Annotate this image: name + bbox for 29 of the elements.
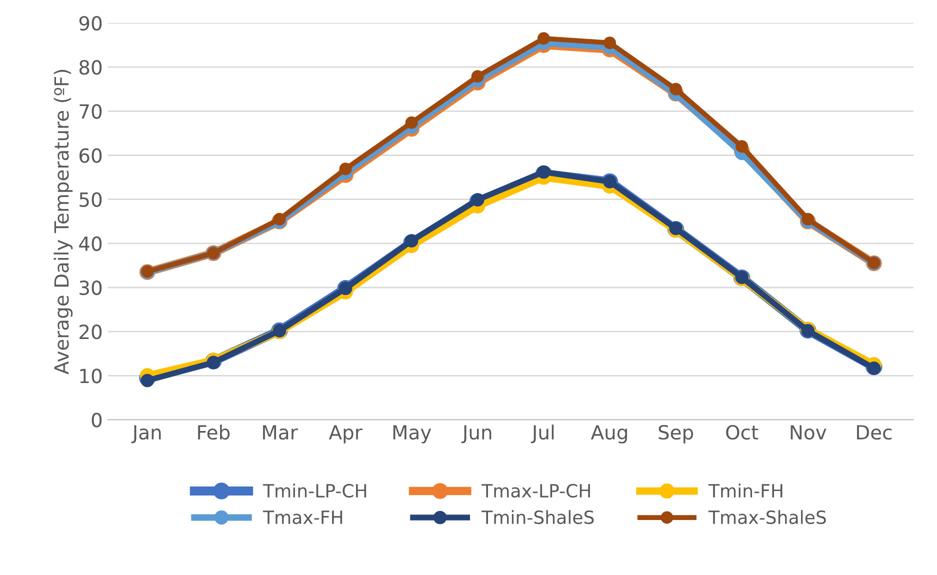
y-tick-label: 10 bbox=[80, 368, 102, 384]
x-tick-label: Dec bbox=[857, 425, 892, 440]
y-tick-label: 0 bbox=[92, 412, 102, 428]
x-tick-label: May bbox=[393, 425, 432, 444]
x-tick-label: Oct bbox=[726, 424, 758, 440]
x-tick-label: Sep bbox=[658, 424, 694, 444]
y-tick-label: 20 bbox=[80, 324, 102, 340]
legend-label: Tmin-FH bbox=[708, 484, 782, 498]
x-tick-label: Aug bbox=[590, 425, 627, 444]
x-tick-label: Jul bbox=[530, 424, 554, 444]
y-axis-title: Average Daily Temperature (ºF) bbox=[54, 70, 73, 374]
x-tick-label: Feb bbox=[198, 424, 230, 440]
legend-label: Tmin-ShaleS bbox=[482, 510, 594, 524]
y-tick-label: 90 bbox=[79, 16, 102, 31]
legend-label: Tmax-FH bbox=[262, 510, 342, 524]
x-tick-label: Nov bbox=[790, 425, 826, 440]
y-tick-label: 30 bbox=[80, 280, 102, 296]
x-tick-label: Mar bbox=[263, 425, 298, 440]
x-tick-label: Jan bbox=[131, 425, 161, 444]
legend-label: Tmax-ShaleS bbox=[708, 510, 826, 524]
legend-label: Tmax-LP-CH bbox=[482, 484, 590, 498]
x-tick-label: Apr bbox=[328, 425, 362, 444]
y-tick-label: 70 bbox=[80, 104, 102, 119]
y-tick-label: 40 bbox=[79, 236, 102, 252]
x-tick-label: Jun bbox=[461, 425, 492, 444]
y-tick-label: 60 bbox=[80, 148, 102, 163]
y-tick-label: 80 bbox=[79, 60, 102, 75]
legend-label: Tmin-LP-CH bbox=[262, 484, 366, 498]
y-tick-label: 50 bbox=[80, 192, 102, 207]
